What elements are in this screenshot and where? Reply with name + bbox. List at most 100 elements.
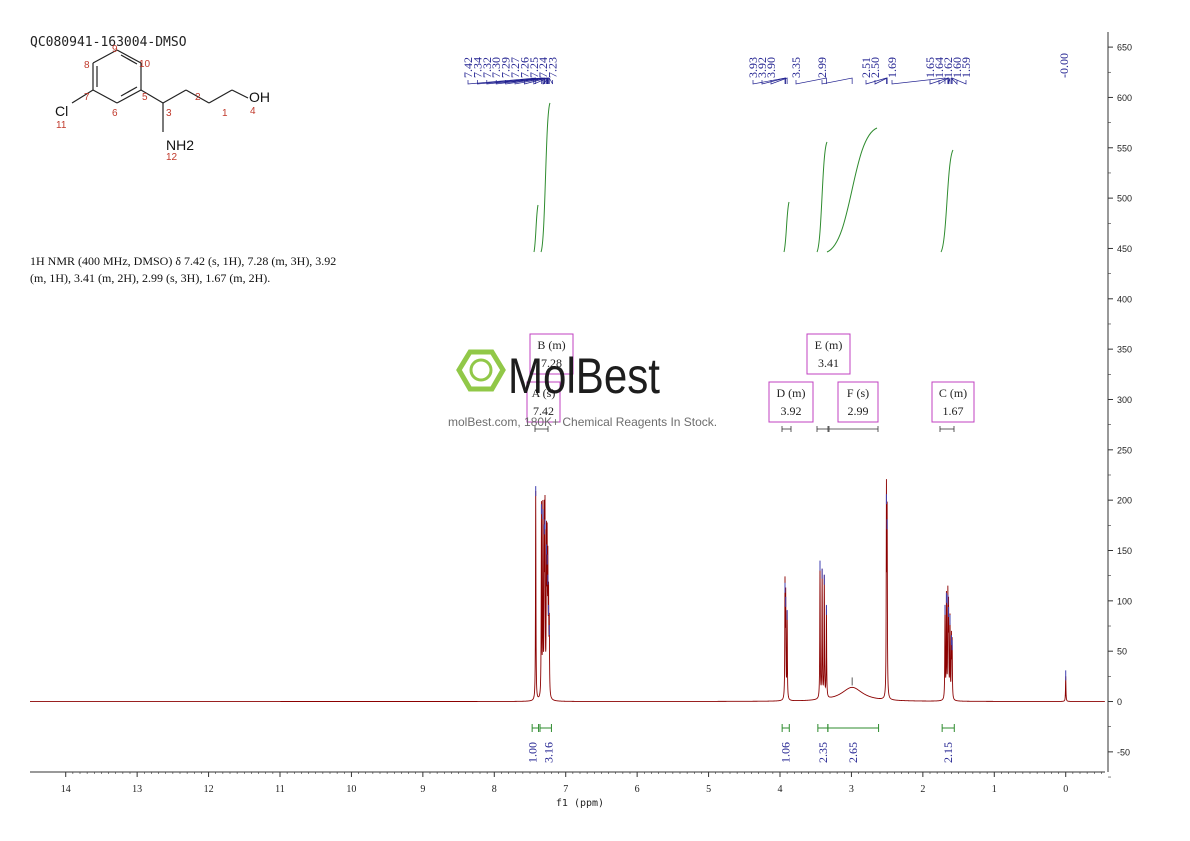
- multiplet-box: [529, 333, 574, 375]
- atom-label-3: 3: [166, 108, 172, 119]
- peak-leader-line: [874, 77, 888, 85]
- multiplet-value: 1.67: [943, 404, 964, 418]
- atom-label-4: 4: [250, 106, 256, 117]
- group-nh2: NH2: [166, 137, 194, 153]
- integral-curve: [826, 127, 878, 253]
- axes: 14 13 12 11 10 9 8 7 6 5 4 3 2 1 0f1 (ppm)650600550500…: [30, 32, 1132, 809]
- y-tick-label: 300: [1117, 395, 1132, 405]
- multiplet-annotations: A (s) 7.42 B (m) 7.28 D (m) 3.92 E (m) 3.41 F (s…: [526, 333, 975, 432]
- peak-leader-line: [770, 77, 788, 85]
- peak-label: 7.26: [517, 57, 531, 78]
- integral-value: 2.15: [941, 742, 955, 763]
- multiplet-label: E (m): [815, 338, 843, 352]
- x-tick-label: 3: [849, 784, 854, 795]
- peak-label: 3.90: [764, 57, 778, 78]
- integral-value: 2.65: [846, 742, 860, 763]
- x-tick-label: 13: [132, 784, 142, 795]
- x-axis-label: f1 (ppm): [556, 798, 604, 809]
- peak-label: 7.32: [480, 57, 494, 78]
- peak-label: 7.27: [508, 57, 522, 78]
- atom-label-7: 7: [84, 92, 90, 103]
- multiplet-box: [931, 381, 975, 423]
- integral-value: 2.35: [816, 742, 830, 763]
- peak-leader-line: [505, 77, 546, 85]
- multiplet-value: 7.42: [533, 404, 554, 418]
- y-tick-label: 250: [1117, 445, 1132, 455]
- peak-label: 7.30: [489, 57, 503, 78]
- atom-label-10: 10: [139, 59, 151, 70]
- watermark: MolBest molBest.com, 180K+ Chemical Reag…: [448, 348, 717, 429]
- peak-leader-line: [524, 77, 548, 85]
- molecule-structure: [71, 49, 249, 132]
- peak-label: 7.42: [461, 57, 475, 78]
- nmr-description-line1: 1H NMR (400 MHz, DMSO) δ 7.42 (s, 1H), 7…: [30, 254, 336, 268]
- x-tick-label: 2: [920, 784, 925, 795]
- x-tick-label: 6: [635, 784, 640, 795]
- y-tick-label: -50: [1117, 747, 1130, 757]
- atom-label-1: 1: [222, 108, 228, 119]
- peak-label: 7.34: [470, 57, 484, 78]
- multiplet-box: [526, 381, 561, 423]
- peak-leader-line: [947, 77, 951, 85]
- y-tick-label: 550: [1117, 143, 1132, 153]
- peak-label: 1.62: [941, 57, 955, 78]
- x-tick-label: 1: [992, 784, 997, 795]
- multiplet-label: A (s): [532, 386, 556, 400]
- peak-labels: 7.427.347.327.307.297.277.267.257.247.23…: [461, 53, 1071, 85]
- integral-curve: [940, 149, 954, 253]
- y-tick-label: 50: [1117, 647, 1127, 657]
- integral-annotations: 1.00 3.16 1.06 2.35 2.65 2.15: [525, 724, 955, 763]
- y-tick-label: 600: [1117, 93, 1132, 103]
- x-tick-label: 7: [563, 784, 568, 795]
- peak-label: 1.59: [959, 57, 973, 78]
- multiplet-value: 3.41: [818, 356, 839, 370]
- peak-label: 3.35: [789, 57, 803, 78]
- peak-leader-line: [951, 77, 958, 85]
- peak-label: 7.25: [527, 57, 541, 78]
- peak-label: 1.60: [950, 57, 964, 78]
- x-tick-label: 9: [420, 784, 425, 795]
- integral-curve: [533, 204, 539, 253]
- x-tick-label: 11: [275, 784, 285, 795]
- group-cl: Cl: [55, 103, 68, 119]
- x-tick-label: 10: [346, 784, 356, 795]
- atom-label-5: 5: [142, 92, 148, 103]
- x-tick-label: 4: [778, 784, 783, 795]
- integral-curve: [816, 141, 828, 253]
- watermark-tagline: molBest.com, 180K+ Chemical Reagents In …: [448, 415, 717, 429]
- atom-label-2: 2: [195, 92, 201, 103]
- x-tick-label: 14: [61, 784, 71, 795]
- y-tick-label: 650: [1117, 43, 1132, 53]
- peak-label: 7.29: [499, 57, 513, 78]
- peak-leader-line: [761, 77, 787, 85]
- multiplet-box: [806, 333, 851, 375]
- y-tick-label: 150: [1117, 546, 1132, 556]
- molbest-logo-icon: [456, 349, 506, 392]
- y-tick-label: 0: [1117, 697, 1122, 707]
- y-tick-label: 500: [1117, 194, 1132, 204]
- peak-leader-line: [548, 77, 553, 85]
- peak-leader-line: [533, 77, 549, 85]
- atom-label-11: 11: [56, 120, 67, 131]
- peak-label: 2.51: [859, 57, 873, 78]
- multiplet-label: C (m): [939, 386, 967, 400]
- multiplet-label: B (m): [537, 338, 565, 352]
- peak-label: -0.00: [1057, 53, 1071, 78]
- group-oh: OH: [249, 89, 270, 105]
- peak-leader-line: [891, 77, 946, 85]
- spectrum-line: [30, 479, 1105, 702]
- multiplet-box: [768, 381, 814, 423]
- peak-label: 2.99: [815, 57, 829, 78]
- x-tick-label: 12: [204, 784, 214, 795]
- y-tick-label: 200: [1117, 496, 1132, 506]
- watermark-brand: MolBest: [508, 348, 660, 404]
- atom-label-12: 12: [166, 152, 178, 163]
- x-tick-label: 5: [706, 784, 711, 795]
- atom-label-8: 8: [84, 60, 90, 71]
- peak-label: 1.65: [923, 57, 937, 78]
- integral-value: 3.16: [542, 742, 556, 763]
- sample-id: QC080941-163004-DMSO: [30, 35, 187, 50]
- spectrum-trace: [30, 479, 1105, 702]
- peak-leader-line: [752, 77, 786, 85]
- x-tick-label: 0: [1063, 784, 1068, 795]
